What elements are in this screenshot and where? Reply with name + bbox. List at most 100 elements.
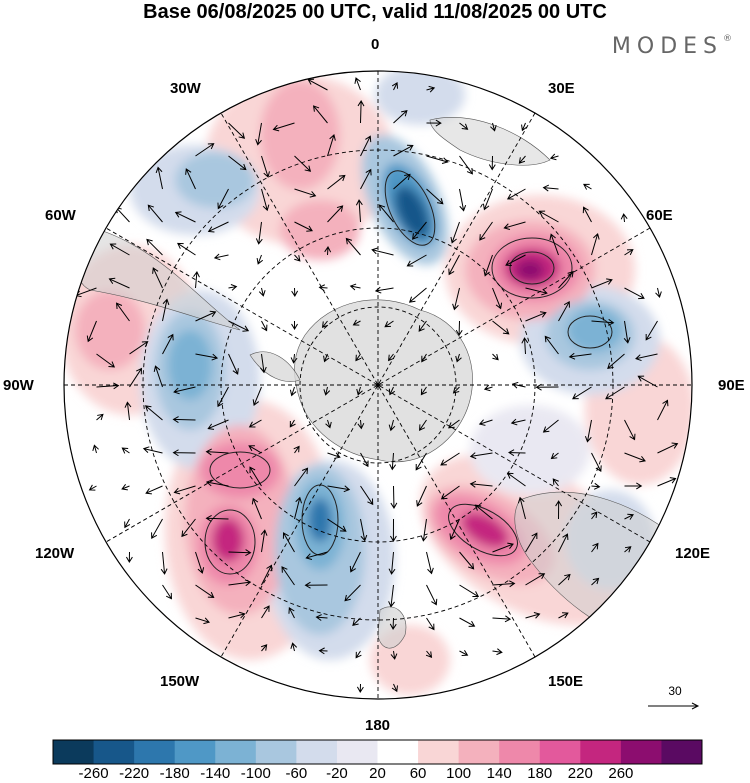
wind-arrow xyxy=(426,119,442,127)
wind-arrow xyxy=(624,419,636,441)
wind-arrow xyxy=(228,579,252,587)
colorbar-tick: -20 xyxy=(326,765,348,782)
wind-arrow xyxy=(426,584,438,606)
wind-arrow xyxy=(249,466,262,487)
wind-arrow xyxy=(261,564,273,586)
wind-arrow xyxy=(228,122,246,139)
wind-arrow xyxy=(474,504,493,520)
wind-arrow xyxy=(535,383,559,391)
wind-arrow xyxy=(555,500,563,520)
colorbar-swatch xyxy=(580,740,622,764)
wind-arrow xyxy=(426,188,444,205)
wind-arrow xyxy=(607,353,625,370)
wind-arrow xyxy=(448,419,460,429)
wind-arrow xyxy=(584,419,592,443)
wind-arrow xyxy=(324,246,332,256)
wind-arrow xyxy=(591,318,615,326)
wind-arrow xyxy=(360,452,369,468)
wind-arrow xyxy=(655,287,662,298)
wind-arrow xyxy=(591,511,598,520)
registered-mark: ® xyxy=(723,34,732,44)
wind-arrow xyxy=(583,183,592,190)
wind-arrow xyxy=(388,584,395,608)
wind-arrow xyxy=(153,365,163,388)
colorbar-tick: -140 xyxy=(200,765,231,782)
wind-arrow xyxy=(256,254,264,265)
wind-arrow xyxy=(542,419,559,433)
colorbar-tick: -220 xyxy=(119,765,150,782)
wind-arrow xyxy=(293,445,300,454)
wind-arrow xyxy=(193,270,200,289)
wind-arrow xyxy=(360,168,372,190)
wind-arrow xyxy=(195,143,215,157)
wind-arrow xyxy=(217,188,229,210)
colorbar-swatch xyxy=(620,740,662,764)
positive-anomaly-region xyxy=(75,290,145,370)
wind-arrow xyxy=(349,551,361,573)
colorbar-swatch xyxy=(134,740,176,764)
wind-arrow xyxy=(217,386,229,408)
wind-arrow xyxy=(152,267,163,289)
wind-arrow xyxy=(591,542,599,553)
wind-arrow xyxy=(635,353,658,362)
wind-arrow xyxy=(177,242,196,256)
wind-arrow xyxy=(469,452,493,460)
wind-arrow xyxy=(357,419,365,430)
wind-arrow xyxy=(294,188,317,198)
wind-arrow xyxy=(252,386,262,406)
wind-arrow xyxy=(426,85,436,93)
wind-arrow xyxy=(384,320,394,328)
positive-anomaly-core xyxy=(212,518,244,562)
colorbar-frame xyxy=(52,739,703,765)
wind-arrow xyxy=(327,485,351,493)
africa-landmass xyxy=(429,117,551,166)
wind-arrow xyxy=(261,320,268,332)
wind-arrow xyxy=(258,287,266,297)
wind-arrow xyxy=(426,155,449,164)
lon-label-120e: 120E xyxy=(675,545,711,562)
wind-arrow xyxy=(492,580,516,588)
wind-arrow xyxy=(459,551,475,570)
wind-arrow xyxy=(568,352,592,360)
lon-label-60e: 60E xyxy=(646,207,673,224)
wind-arrow xyxy=(657,399,669,421)
wind-arrow xyxy=(518,155,526,164)
wind-arrow xyxy=(255,221,263,245)
wind-arrow xyxy=(390,485,398,509)
wind-arrow xyxy=(174,211,196,223)
wind-arrow xyxy=(505,254,526,267)
wind-arrow xyxy=(459,122,469,130)
wind-arrow xyxy=(307,78,328,91)
colorbar-tick: 20 xyxy=(369,765,386,782)
wind-arrow xyxy=(525,612,541,619)
wind-arrow xyxy=(483,384,493,392)
negative-anomaly-region xyxy=(175,152,255,208)
colorbar-swatch xyxy=(93,740,135,764)
colorbar-tick: 260 xyxy=(608,765,634,782)
wind-arrow xyxy=(147,204,163,223)
wind-arrow xyxy=(645,320,658,341)
wind-arrow xyxy=(544,335,559,355)
wind-arrow xyxy=(162,333,174,355)
wind-arrow xyxy=(327,134,336,157)
wind-arrow xyxy=(344,584,361,602)
wind-arrow xyxy=(323,386,331,396)
colorbar-swatch xyxy=(418,740,460,764)
wind-arrow xyxy=(86,320,97,343)
wind-arrow xyxy=(525,287,548,296)
wind-arrow xyxy=(416,485,427,507)
wind-arrow xyxy=(115,302,130,322)
wind-arrow xyxy=(181,518,196,538)
wind-arrow xyxy=(305,551,328,560)
wind-arrow xyxy=(449,518,460,541)
colorbar-tick: 100 xyxy=(446,765,472,782)
lon-label-90e: 90E xyxy=(718,377,745,394)
wind-arrow xyxy=(327,452,341,459)
wind-arrow xyxy=(92,444,99,454)
wind-arrow xyxy=(425,650,433,659)
wind-arrow xyxy=(393,110,408,124)
wind-arrow xyxy=(478,419,493,426)
wind-arrow xyxy=(408,287,427,303)
wind-arrow xyxy=(657,442,679,454)
wind-arrow xyxy=(374,286,394,294)
